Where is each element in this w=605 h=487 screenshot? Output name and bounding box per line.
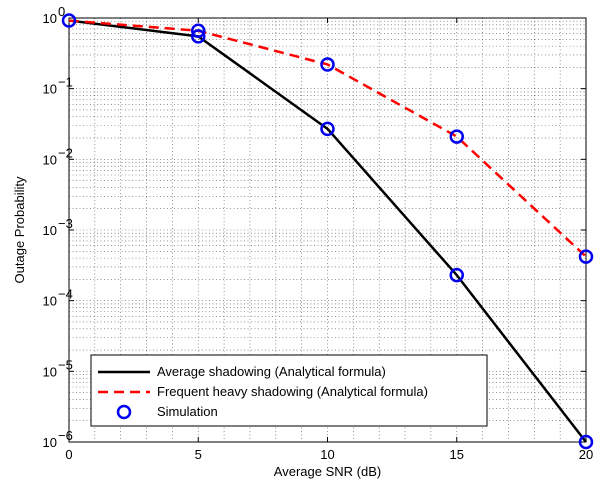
y-tick-exponent: 0 <box>58 4 65 19</box>
simulation-marker <box>449 267 464 283</box>
y-tick-label: 10 <box>43 82 57 97</box>
simulation-marker <box>320 57 335 72</box>
legend: Average shadowing (Analytical formula) F… <box>90 354 488 427</box>
y-tick-label: 10 <box>43 294 57 309</box>
simulation-marker <box>449 129 464 144</box>
legend-label-average: Average shadowing (Analytical formula) <box>157 364 386 379</box>
y-tick-exponent: −6 <box>58 428 73 443</box>
simulation-marker <box>578 434 594 450</box>
x-tick-label: 15 <box>450 447 464 462</box>
grid <box>69 18 586 442</box>
x-tick-label: 10 <box>320 447 334 462</box>
series-line-frequent-heavy-shadowing <box>68 19 587 258</box>
y-tick-label: 10 <box>43 364 57 379</box>
legend-swatch-simulation <box>116 404 132 420</box>
axes <box>68 17 587 443</box>
simulation-marker <box>578 249 594 264</box>
legend-label-simulation: Simulation <box>157 404 218 419</box>
markers-group <box>61 13 594 450</box>
y-tick-exponent: −3 <box>58 216 73 231</box>
x-tick-label: 5 <box>195 447 202 462</box>
simulation-marker <box>191 29 206 44</box>
y-tick-label: 10 <box>43 152 57 167</box>
series-group <box>68 19 587 443</box>
x-tick-label: 0 <box>65 447 72 462</box>
simulation-marker <box>61 13 77 28</box>
y-tick-exponent: −1 <box>58 75 73 90</box>
y-tick-exponent: −2 <box>58 145 73 160</box>
x-tick-label: 20 <box>579 447 593 462</box>
y-tick-label: 10 <box>43 435 57 450</box>
legend-box <box>90 354 488 427</box>
simulation-marker <box>320 121 335 137</box>
x-axis-label: Average SNR (dB) <box>274 464 381 479</box>
simulation-marker <box>191 23 206 39</box>
y-tick-label: 10 <box>43 11 57 26</box>
x-tick-labels: 0 5 10 15 20 <box>65 447 593 462</box>
y-tick-exponent: −5 <box>58 357 73 372</box>
y-tick-exponent: −4 <box>58 287 73 302</box>
y-tick-label: 10 <box>43 223 57 238</box>
y-axis-label: Outage Probability <box>12 176 27 283</box>
legend-label-frequent: Frequent heavy shadowing (Analytical for… <box>157 384 428 399</box>
series-line-average-shadowing <box>68 19 587 443</box>
